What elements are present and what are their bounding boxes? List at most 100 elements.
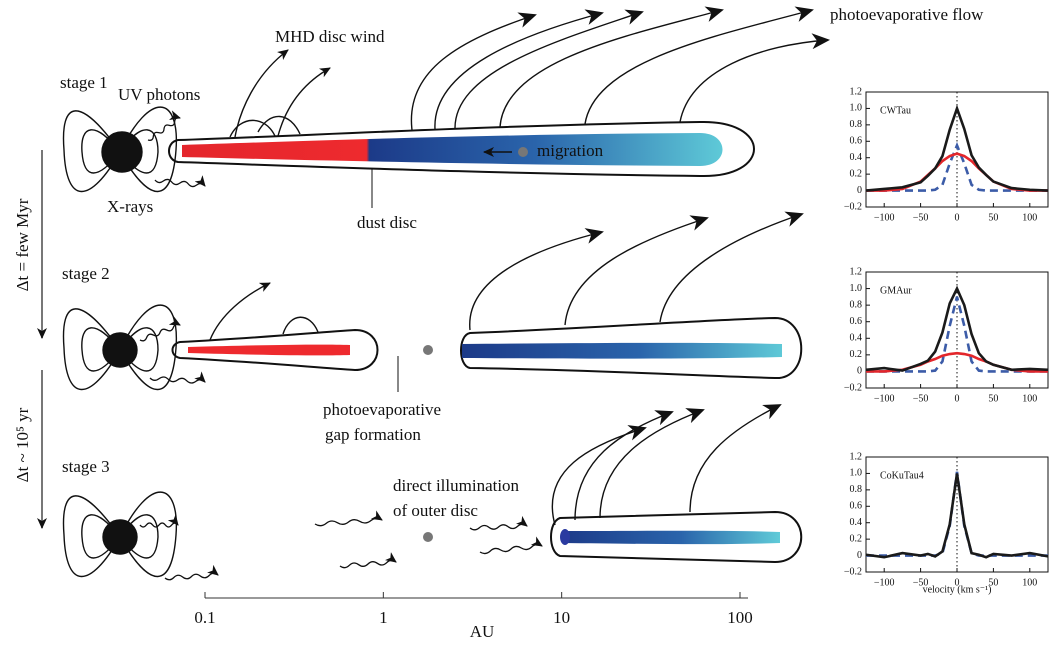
photon-arrow	[164, 564, 219, 581]
panel: −0.2 0 0.2 0.4 0.6 0.8 1.0 1.2 −100 −50 0 50 100 CoKu…	[844, 451, 1049, 588]
flow-arrow	[499, 6, 724, 128]
wind-arrow	[234, 49, 289, 138]
flow-arrow	[469, 228, 604, 331]
x-tick-label: 50	[988, 212, 998, 223]
diagram	[37, 6, 830, 578]
y-tick-label: 0.8	[850, 119, 863, 130]
flow-arrow	[584, 6, 814, 125]
tick-label: 10	[553, 608, 570, 627]
illum-label: direct illumination	[393, 476, 520, 495]
photon-arrow	[147, 110, 181, 141]
time-label: Δt = few Myr	[13, 198, 32, 291]
star	[101, 131, 143, 173]
dust-label: dust disc	[357, 213, 417, 232]
axis-label: AU	[470, 622, 495, 641]
y-tick-label: −0.2	[844, 566, 862, 577]
photon-arrow	[139, 315, 181, 342]
y-tick-label: 1.2	[850, 451, 863, 462]
gap-label: photoevaporative	[323, 400, 441, 419]
wind-label: MHD disc wind	[275, 27, 385, 46]
tick-label: 100	[727, 608, 753, 627]
y-tick-label: 1.0	[850, 283, 863, 294]
planet	[518, 147, 528, 157]
illum-label: of outer disc	[393, 501, 478, 520]
y-tick-label: 0.8	[850, 484, 863, 495]
x-tick-label: 100	[1022, 212, 1037, 223]
stage-label: stage 1	[60, 73, 108, 92]
stage-label: stage 3	[62, 457, 110, 476]
xray-label: X-rays	[107, 197, 153, 216]
y-tick-label: −0.2	[844, 201, 862, 212]
y-tick-label: 0	[857, 185, 862, 196]
gap-label: gap formation	[325, 425, 421, 444]
x-tick-label: 50	[988, 393, 998, 404]
wind-loop	[282, 316, 319, 335]
photon-arrow	[479, 536, 543, 555]
outer-disc	[171, 328, 379, 372]
wind-loop	[229, 115, 301, 138]
photon-arrow	[139, 514, 179, 528]
flow-arrow	[410, 12, 537, 131]
x-tick-label: −100	[874, 212, 895, 223]
photon-arrow	[469, 515, 528, 531]
y-tick-label: 0.4	[850, 517, 863, 528]
wind-arrow	[209, 282, 271, 341]
y-tick-label: 0	[857, 366, 862, 377]
inner-disc	[462, 342, 782, 359]
x-tick-label: 100	[1022, 577, 1037, 588]
x-tick-label: 100	[1022, 393, 1037, 404]
time-label: Δt ~ 10⁵ yr	[13, 407, 32, 482]
y-tick-label: 0.4	[850, 333, 863, 344]
inner-disc	[182, 133, 723, 166]
y-tick-label: 0.2	[850, 533, 863, 544]
photon-arrow	[149, 371, 206, 384]
y-tick-label: 0.6	[850, 501, 863, 512]
flow-arrow	[689, 404, 782, 513]
y-tick-label: 0	[857, 550, 862, 561]
y-tick-label: 0.6	[850, 136, 863, 147]
x-tick-label: 0	[955, 212, 960, 223]
star	[102, 519, 138, 555]
profile-line	[866, 296, 1048, 373]
y-tick-label: 0.4	[850, 152, 863, 163]
x-tick-label: −100	[874, 577, 895, 588]
profile-line	[866, 141, 1048, 192]
wind-arrow	[277, 67, 331, 137]
y-tick-label: 0.2	[850, 168, 863, 179]
flow-arrow	[599, 408, 705, 519]
outer-disc	[168, 120, 755, 178]
flow-arrow	[574, 410, 674, 521]
inner-rim	[560, 529, 570, 545]
y-tick-label: 1.0	[850, 468, 863, 479]
migration-label: migration	[537, 141, 604, 160]
x-tick-label: −50	[913, 212, 929, 223]
panel-label: CoKuTau4	[880, 470, 924, 481]
outer-disc	[460, 316, 803, 380]
panel-label: CWTau	[880, 105, 911, 116]
flow-arrow	[551, 425, 647, 526]
star	[102, 332, 138, 368]
stage-label: stage 2	[62, 264, 110, 283]
tick-label: 1	[379, 608, 388, 627]
flow-label: photoevaporative flow	[830, 5, 984, 24]
panel: −0.2 0 0.2 0.4 0.6 0.8 1.0 1.2 −100 −50 0 50 100 CWTa…	[844, 86, 1049, 223]
x-tick-label: 0	[955, 393, 960, 404]
inner-disc	[188, 344, 350, 356]
tick-label: 0.1	[194, 608, 215, 627]
flow-arrow	[454, 9, 644, 129]
y-tick-label: 0.8	[850, 299, 863, 310]
panel-label: GMAur	[880, 285, 912, 296]
y-tick-label: −0.2	[844, 382, 862, 393]
profile-line	[866, 471, 1048, 557]
panel: −0.2 0 0.2 0.4 0.6 0.8 1.0 1.2 −100 −50 0 50 100 GMAu…	[844, 266, 1049, 404]
labels: photoevaporative flow MHD disc wind stag…	[13, 5, 984, 641]
x-axis-label: velocity (km s⁻¹)	[923, 584, 992, 595]
photon-arrow	[339, 552, 397, 569]
flow-arrow	[659, 211, 804, 323]
profile-line	[865, 104, 1049, 192]
flow-arrow	[434, 9, 604, 130]
planet	[423, 532, 433, 542]
planet	[423, 345, 433, 355]
flow-arrow	[679, 33, 830, 123]
